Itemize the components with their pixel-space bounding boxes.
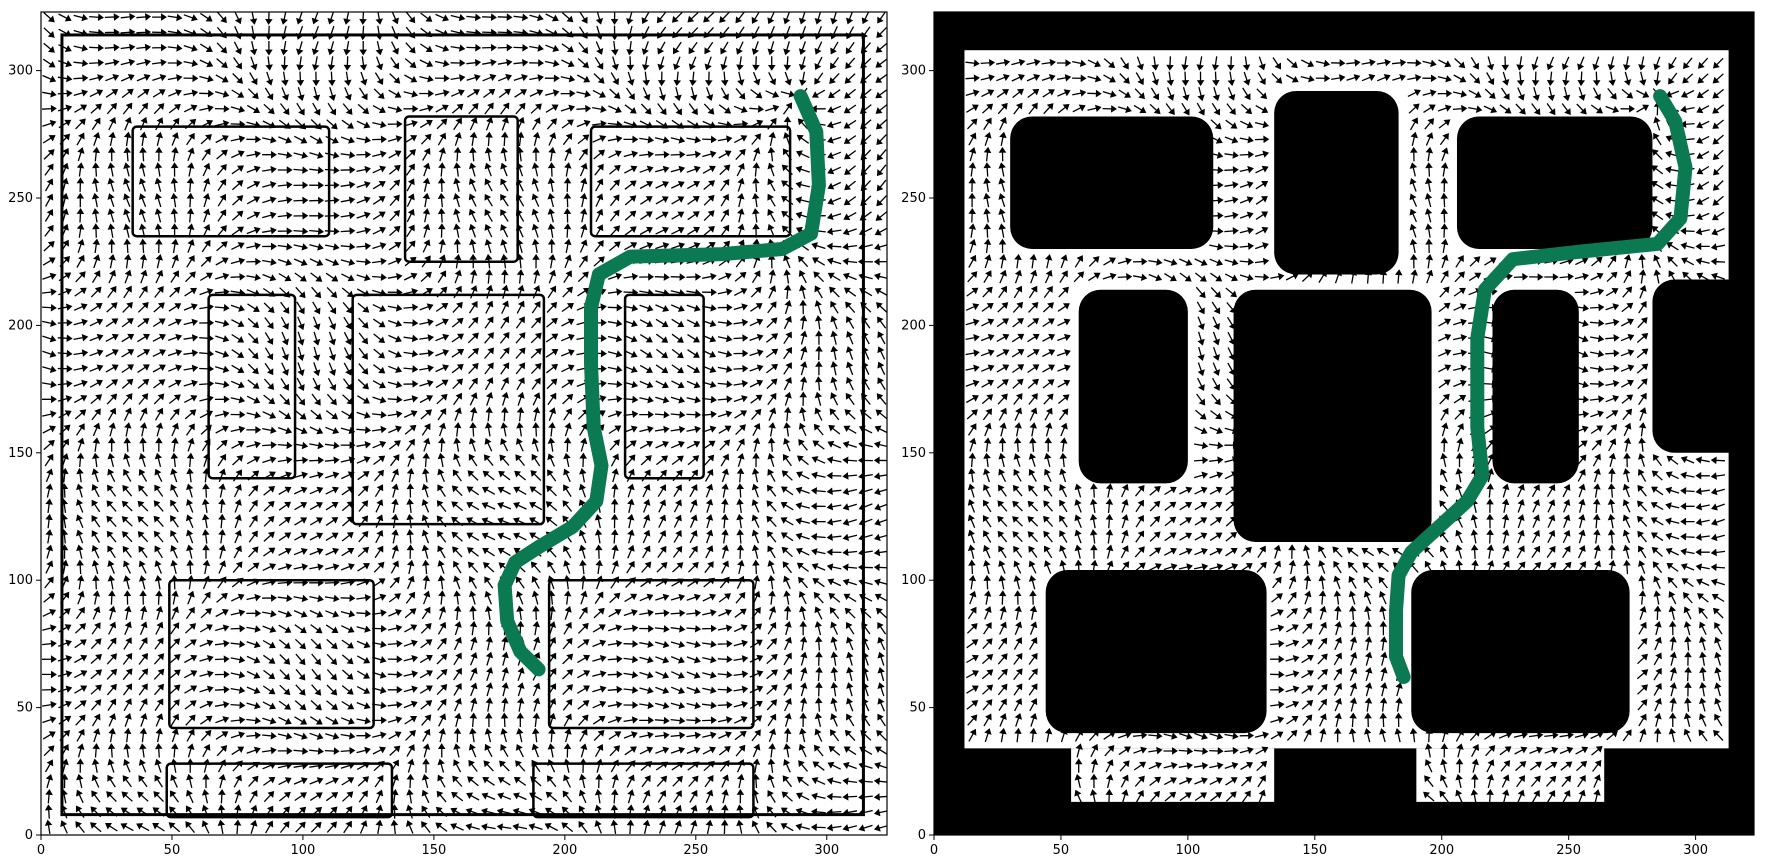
left-quiver-panel: 0 50 100 150 200 250 300 0 50 100 150 200 250 300 [8,11,888,858]
obstacle [1274,90,1399,275]
vector-field [41,12,887,835]
x-tick-label: 300 [814,843,839,858]
obstacle [1652,279,1754,453]
axes-frame [40,11,888,836]
obstacle-outline [547,578,755,730]
obstacle-outline [532,762,755,819]
axes-frame [933,11,1755,836]
obstacle [1233,289,1432,542]
y-tick-label: 200 [8,318,33,333]
free-space-region [1416,748,1605,802]
x-tick-label: 50 [164,843,181,858]
y-tick-label: 250 [8,191,33,206]
obstacle [549,580,754,728]
x-tick-label: 100 [1175,843,1200,858]
y-tick-label: 100 [901,573,926,588]
y-tick-label: 150 [8,446,33,461]
y-tick-label: 0 [918,828,926,843]
x-tick-label: 150 [1302,843,1327,858]
y-tick-label: 200 [901,318,926,333]
x-tick-label: 300 [1683,843,1708,858]
x-tick-label: 150 [421,843,446,858]
x-tick-label: 250 [683,843,708,858]
obstacle [934,279,965,453]
vector-field [965,56,1726,804]
obstacle-outline [165,762,394,819]
x-tick-label: 200 [552,843,577,858]
obstacle [1078,289,1188,484]
obstacle [1045,570,1267,734]
obstacle [405,116,518,262]
obstacle-outline [351,293,546,526]
y-tick-label: 50 [16,701,33,716]
obstacle-outline [168,578,375,730]
y-tick-label: 150 [901,446,926,461]
planned-path [497,89,826,677]
obstacle [352,294,544,525]
y-tick-label: 300 [8,64,33,79]
obstacle [1456,116,1653,249]
x-tick-label: 0 [930,843,938,858]
obstacle [166,763,392,818]
obstacle [169,580,374,728]
y-tick-label: 0 [25,828,33,843]
obstacle-outline [623,293,705,480]
obstacle-outline [207,293,297,480]
obstacle [591,126,791,237]
obstacle [1492,289,1579,484]
obstacle-outline [131,125,331,238]
y-tick-label: 300 [901,64,926,79]
x-tick-label: 100 [291,843,316,858]
obstacle [1411,570,1630,734]
x-tick-label: 250 [1556,843,1581,858]
obstacle [533,763,754,818]
x-tick-label: 200 [1429,843,1454,858]
outer-wall [60,33,865,817]
y-tick-label: 100 [8,573,33,588]
y-tick-label: 250 [901,191,926,206]
y-tick-label: 50 [909,701,926,716]
obstacle [132,126,330,237]
planned-path [1389,89,1693,684]
obstacle-outline [403,115,519,263]
x-tick-label: 50 [1053,843,1070,858]
right-quiver-panel: 0 50 100 150 200 250 300 0 50 100 150 200 250 300 [901,11,1755,858]
obstacle-outline [589,125,792,238]
x-tick-label: 0 [37,843,45,858]
obstacle [1010,116,1214,249]
